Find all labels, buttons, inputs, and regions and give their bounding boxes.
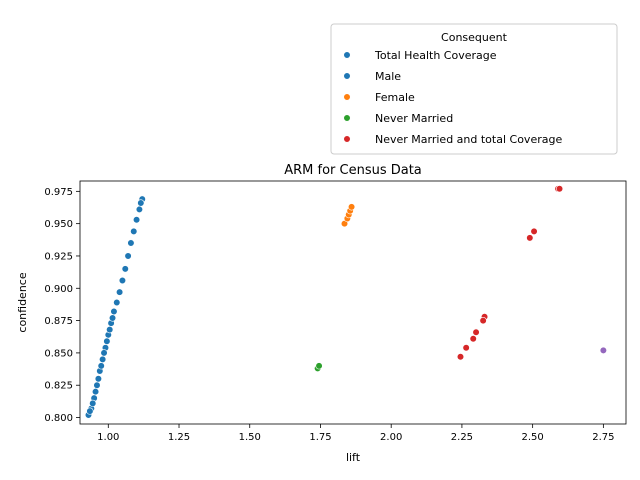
legend-marker (343, 135, 351, 143)
y-tick-label: 0.875 (44, 316, 73, 327)
data-point (94, 375, 102, 383)
y-tick-label: 0.925 (44, 251, 73, 262)
data-point (130, 227, 138, 236)
data-point (127, 239, 135, 247)
data-point (89, 399, 97, 407)
data-point (97, 362, 105, 370)
x-axis-ticks: 1.00 1.25 1.50 1.75 2.00 2.25 2.50 2.75 (97, 424, 615, 443)
x-tick-label: 2.75 (592, 432, 614, 443)
data-point (347, 203, 356, 211)
x-tick-label: 1.50 (239, 432, 261, 443)
data-point (124, 252, 132, 260)
legend-entry: Male (375, 70, 401, 83)
data-points (84, 185, 607, 419)
legend-marker (343, 72, 351, 80)
y-tick-label: 0.850 (44, 348, 73, 359)
legend-box (330, 23, 618, 155)
chart-title: ARM for Census Data (284, 163, 422, 178)
y-axis-label: confidence (16, 272, 29, 332)
data-point (135, 205, 144, 214)
data-point (93, 381, 101, 389)
y-tick-label: 0.800 (44, 413, 73, 424)
data-point (469, 335, 477, 343)
legend-title: Consequent (441, 31, 508, 44)
data-point (91, 388, 100, 396)
legend: Consequent Total Health Coverage Male Fema… (330, 23, 618, 155)
data-point (103, 337, 111, 345)
x-axis-label: lift (346, 451, 361, 464)
data-point (110, 307, 118, 316)
y-tick-label: 0.950 (44, 219, 73, 230)
plot-frame (79, 180, 627, 425)
data-point (99, 355, 107, 363)
x-tick-label: 2.25 (451, 432, 473, 443)
data-point (462, 344, 470, 352)
data-point (132, 216, 141, 224)
data-point (472, 328, 480, 336)
legend-marker (343, 114, 351, 122)
y-axis-ticks: 0.800 0.825 0.850 0.875 0.900 0.925 0.950 0.975 (44, 187, 80, 424)
data-point (118, 276, 127, 285)
data-point (530, 227, 538, 236)
legend-marker (343, 93, 351, 101)
legend-entry: Never Married and total Coverage (375, 133, 562, 146)
y-tick-label: 0.825 (44, 381, 73, 392)
x-tick-label: 2.00 (380, 432, 402, 443)
data-point (137, 199, 145, 207)
data-point (315, 362, 323, 370)
data-point (108, 314, 117, 322)
x-tick-label: 1.75 (309, 432, 331, 443)
data-point (526, 234, 534, 242)
y-tick-label: 0.975 (44, 187, 73, 198)
data-point (555, 185, 564, 193)
data-point (106, 326, 114, 334)
data-point (113, 298, 121, 307)
data-point (116, 288, 124, 296)
x-tick-label: 2.50 (522, 432, 544, 443)
x-tick-label: 1.00 (97, 432, 119, 443)
data-point (599, 346, 607, 354)
legend-entry: Never Married (375, 112, 453, 125)
y-tick-label: 0.900 (44, 284, 73, 295)
legend-marker (343, 51, 351, 59)
data-point (121, 265, 129, 273)
legend-entry: Total Health Coverage (374, 49, 497, 62)
data-point (86, 407, 94, 415)
legend-entry: Female (375, 91, 415, 104)
data-point (456, 353, 465, 361)
data-point (100, 349, 108, 357)
data-point (479, 316, 487, 325)
x-tick-label: 1.25 (168, 432, 190, 443)
